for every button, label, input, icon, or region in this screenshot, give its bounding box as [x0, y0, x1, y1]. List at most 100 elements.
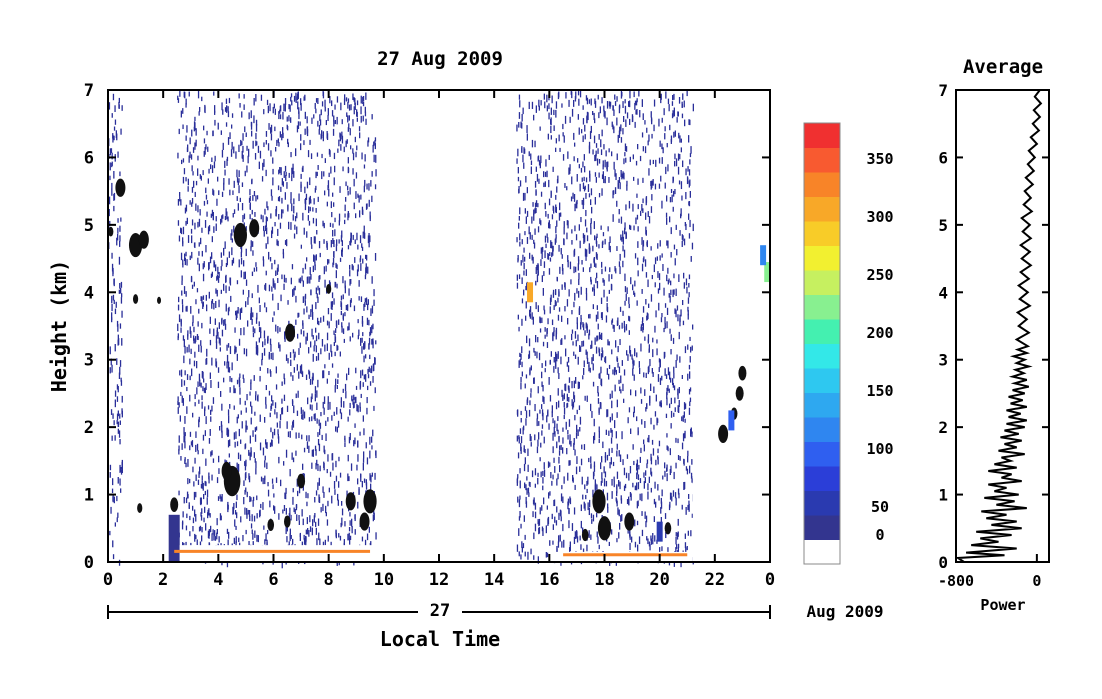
noise-cell	[654, 325, 656, 333]
noise-cell	[195, 474, 197, 481]
noise-cell	[319, 465, 321, 472]
noise-cell	[213, 303, 215, 310]
noise-cell	[113, 194, 115, 201]
noise-cell	[231, 141, 233, 150]
noise-cell	[230, 233, 232, 241]
noise-cell	[210, 273, 213, 278]
noise-cell	[298, 371, 300, 379]
noise-cell	[522, 427, 524, 435]
noise-cell	[238, 537, 240, 543]
noise-cell	[569, 261, 572, 270]
noise-cell	[657, 374, 660, 382]
noise-cell	[568, 520, 570, 529]
noise-cell	[349, 512, 351, 517]
noise-cell	[211, 236, 213, 243]
noise-cell	[357, 264, 359, 272]
noise-cell	[609, 462, 611, 469]
noise-cell	[265, 243, 267, 249]
noise-cell	[519, 358, 521, 365]
noise-cell	[569, 547, 571, 555]
noise-cell	[621, 173, 623, 180]
noise-cell	[679, 456, 681, 461]
noise-cell	[265, 140, 267, 145]
noise-cell	[341, 508, 344, 516]
noise-cell	[306, 435, 308, 441]
noise-cell	[290, 535, 292, 540]
noise-cell	[524, 383, 526, 389]
noise-cell	[189, 326, 191, 334]
noise-cell	[201, 296, 203, 304]
noise-cell	[561, 284, 563, 290]
noise-cell	[371, 338, 373, 345]
noise-cell	[209, 513, 211, 518]
noise-cell	[118, 430, 121, 438]
noise-cell	[533, 209, 535, 216]
noise-cell	[589, 367, 591, 373]
noise-cell	[636, 472, 638, 480]
noise-cell	[363, 428, 365, 436]
noise-cell	[193, 491, 196, 500]
noise-cell	[210, 416, 212, 422]
noise-cell	[217, 266, 219, 274]
noise-cell	[328, 371, 330, 376]
noise-cell	[629, 528, 631, 537]
noise-cell	[338, 533, 340, 538]
noise-cell	[568, 385, 570, 392]
noise-cell	[315, 345, 317, 353]
noise-cell	[658, 302, 660, 311]
noise-cell	[252, 250, 254, 256]
noise-cell	[547, 254, 550, 260]
noise-cell	[675, 158, 678, 167]
noise-cell	[685, 223, 687, 231]
noise-cell	[318, 241, 321, 249]
noise-cell	[555, 289, 557, 296]
noise-cell	[279, 420, 281, 429]
noise-cell	[568, 289, 570, 297]
noise-cell	[530, 160, 533, 165]
noise-cell	[558, 456, 560, 464]
noise-cell	[579, 427, 581, 432]
noise-cell	[582, 375, 584, 380]
noise-cell	[578, 259, 580, 265]
noise-cell	[281, 407, 284, 415]
colorbar-swatch	[804, 245, 840, 271]
noise-cell	[326, 242, 328, 250]
x-tick-label: 6	[268, 570, 278, 590]
noise-cell	[262, 502, 264, 510]
noise-cell	[281, 197, 283, 204]
noise-cell	[302, 320, 304, 326]
noise-cell	[672, 206, 674, 212]
noise-cell	[579, 416, 582, 425]
noise-cell	[598, 332, 601, 340]
noise-cell	[262, 162, 264, 171]
noise-cell	[683, 433, 685, 439]
noise-cell	[306, 231, 308, 238]
noise-cell	[111, 182, 113, 190]
noise-cell	[665, 166, 667, 175]
plume	[760, 245, 767, 266]
noise-cell	[602, 350, 604, 358]
noise-cell	[256, 513, 258, 519]
noise-cell	[188, 344, 190, 353]
noise-cell	[312, 335, 314, 340]
noise-cell	[291, 100, 293, 106]
noise-cell	[224, 215, 227, 221]
noise-cell	[226, 361, 228, 369]
noise-cell	[678, 331, 680, 340]
noise-cell	[221, 430, 223, 439]
noise-cell	[613, 324, 615, 332]
noise-cell	[304, 263, 307, 270]
noise-cell	[314, 340, 316, 346]
noise-cell	[230, 149, 233, 157]
noise-cell	[256, 345, 259, 353]
noise-cell	[258, 326, 261, 333]
noise-cell	[192, 517, 195, 524]
noise-cell	[590, 188, 593, 196]
noise-cell	[588, 365, 590, 372]
noise-cell	[654, 282, 656, 288]
noise-cell	[643, 472, 645, 478]
noise-cell	[211, 252, 213, 259]
noise-cell	[303, 538, 306, 545]
noise-cell	[185, 220, 187, 226]
noise-cell	[236, 379, 239, 385]
